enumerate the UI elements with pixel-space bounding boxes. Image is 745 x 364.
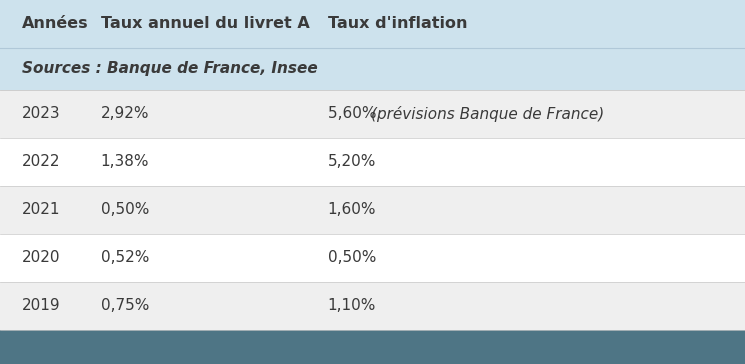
- Bar: [0, 48, 745, 90]
- Bar: [0, 90, 745, 138]
- Text: 2022: 2022: [22, 154, 61, 170]
- Text: 2020: 2020: [22, 250, 61, 265]
- Text: 2,92%: 2,92%: [101, 107, 149, 122]
- Text: Années: Années: [22, 16, 89, 32]
- Bar: [0, 282, 745, 330]
- Text: 0,50%: 0,50%: [328, 250, 376, 265]
- Bar: [0, 138, 745, 186]
- Text: 1,38%: 1,38%: [101, 154, 149, 170]
- Text: Sources : Banque de France, Insee: Sources : Banque de France, Insee: [22, 62, 318, 76]
- Text: 1,10%: 1,10%: [328, 298, 376, 313]
- Text: 2023: 2023: [22, 107, 61, 122]
- Text: (prévisions Banque de France): (prévisions Banque de France): [371, 106, 604, 122]
- Text: 1,60%: 1,60%: [328, 202, 376, 218]
- Text: 5,20%: 5,20%: [328, 154, 376, 170]
- Text: Taux annuel du livret A: Taux annuel du livret A: [101, 16, 309, 32]
- Text: 0,52%: 0,52%: [101, 250, 149, 265]
- Text: Taux d'inflation: Taux d'inflation: [328, 16, 467, 32]
- Bar: [0, 234, 745, 282]
- Text: 2021: 2021: [22, 202, 61, 218]
- Bar: [0, 330, 745, 364]
- Text: 2019: 2019: [22, 298, 61, 313]
- Text: 0,50%: 0,50%: [101, 202, 149, 218]
- Text: 5,60%: 5,60%: [328, 107, 381, 122]
- Bar: [0, 186, 745, 234]
- Text: 0,75%: 0,75%: [101, 298, 149, 313]
- Bar: [0, 0, 745, 48]
